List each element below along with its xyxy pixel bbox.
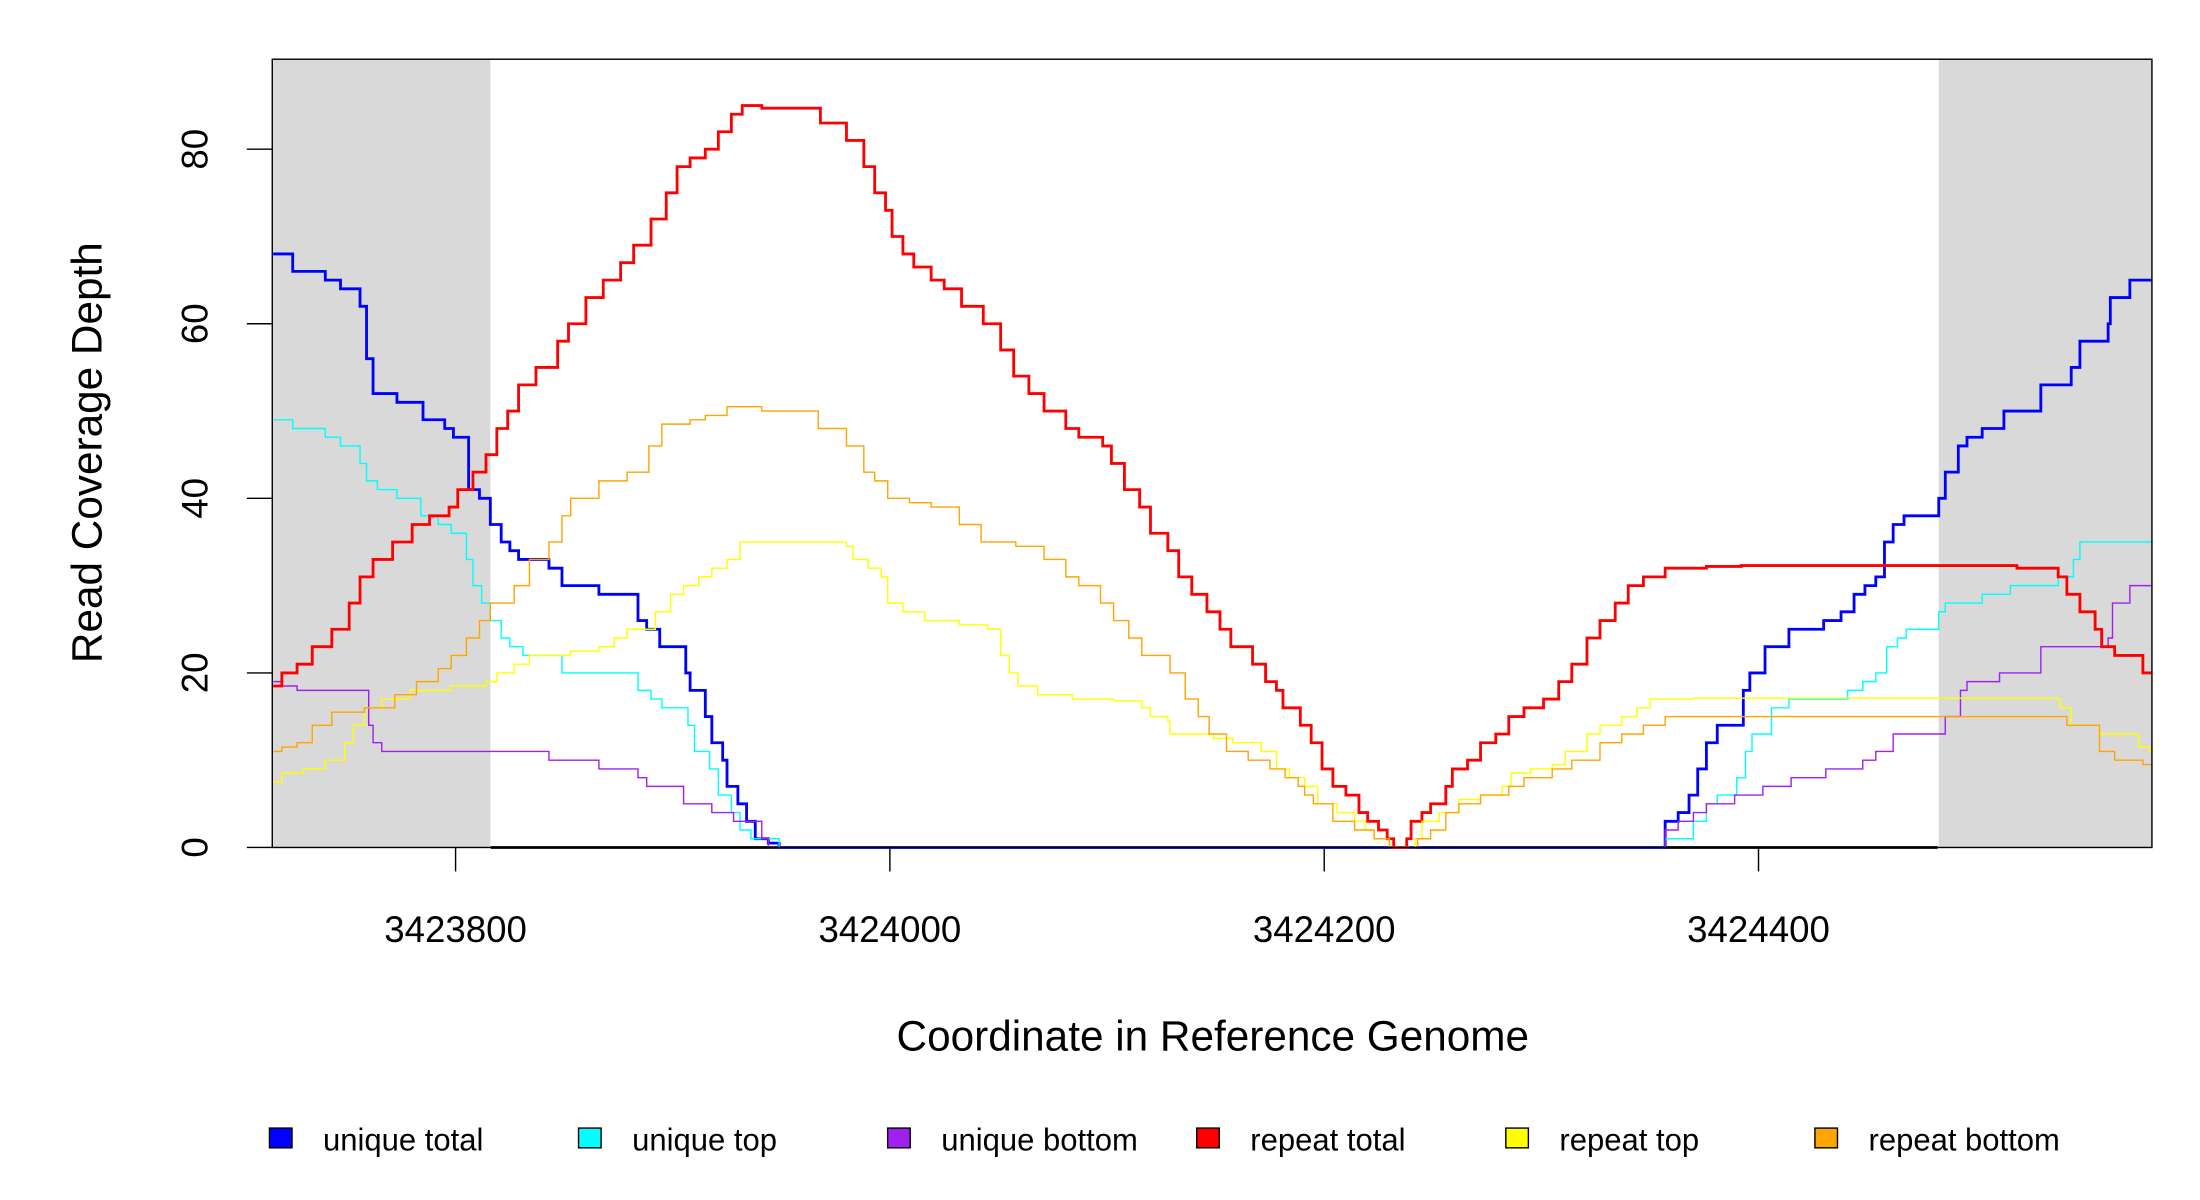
legend-item: repeat total bbox=[1196, 1123, 1406, 1158]
legend-label: unique top bbox=[632, 1123, 777, 1158]
legend-label: repeat total bbox=[1250, 1123, 1405, 1158]
x-tick-label: 3424200 bbox=[1253, 909, 1396, 950]
series-line-repeat-total bbox=[273, 104, 2152, 849]
shaded-region bbox=[273, 59, 491, 848]
y-tick-label: 80 bbox=[174, 129, 215, 170]
series-line-unique-total bbox=[273, 252, 2152, 849]
legend-item: repeat top bbox=[1505, 1123, 1699, 1158]
y-axis-label: Read Coverage Depth bbox=[64, 242, 111, 663]
legend-swatch bbox=[1505, 1127, 1530, 1149]
x-tick-label: 3424400 bbox=[1687, 909, 1830, 950]
legend-swatch bbox=[577, 1127, 602, 1149]
legend-swatch bbox=[886, 1127, 911, 1149]
y-tick-label: 60 bbox=[174, 303, 215, 344]
legend-swatch bbox=[1814, 1127, 1839, 1149]
series-line-unique-top bbox=[273, 419, 2152, 849]
series-line-repeat-top bbox=[273, 541, 2152, 849]
y-axis: 0 20 40 60 80 bbox=[174, 129, 273, 858]
legend-swatch bbox=[1196, 1127, 1220, 1149]
legend-item: unique top bbox=[577, 1123, 777, 1158]
plot-frame bbox=[271, 58, 2153, 849]
legend-swatch bbox=[268, 1127, 293, 1149]
legend-item: unique total bbox=[268, 1123, 483, 1158]
legend-label: unique total bbox=[323, 1123, 483, 1158]
legend-item: unique bottom bbox=[886, 1123, 1138, 1158]
y-tick-label: 40 bbox=[174, 478, 215, 519]
y-tick-label: 0 bbox=[174, 837, 215, 857]
x-tick-label: 3424000 bbox=[819, 909, 962, 950]
legend: unique total unique top unique bottom repea… bbox=[268, 1123, 2060, 1158]
shaded-regions bbox=[273, 59, 2152, 848]
legend-label: repeat top bbox=[1559, 1123, 1699, 1158]
series-line-unique-bottom bbox=[273, 584, 2152, 849]
legend-label: unique bottom bbox=[941, 1123, 1138, 1158]
legend-item: repeat bottom bbox=[1814, 1123, 2060, 1158]
series-lines bbox=[273, 104, 2152, 849]
legend-label: repeat bottom bbox=[1869, 1123, 2060, 1158]
x-axis-label: Coordinate in Reference Genome bbox=[897, 1013, 1529, 1060]
shaded-region bbox=[1938, 59, 2152, 848]
x-tick-label: 3423800 bbox=[384, 909, 527, 950]
x-axis: 3423800 3424000 3424200 3424400 bbox=[384, 847, 1830, 950]
series-line-repeat-bottom bbox=[273, 405, 2152, 849]
y-tick-label: 20 bbox=[174, 653, 215, 694]
